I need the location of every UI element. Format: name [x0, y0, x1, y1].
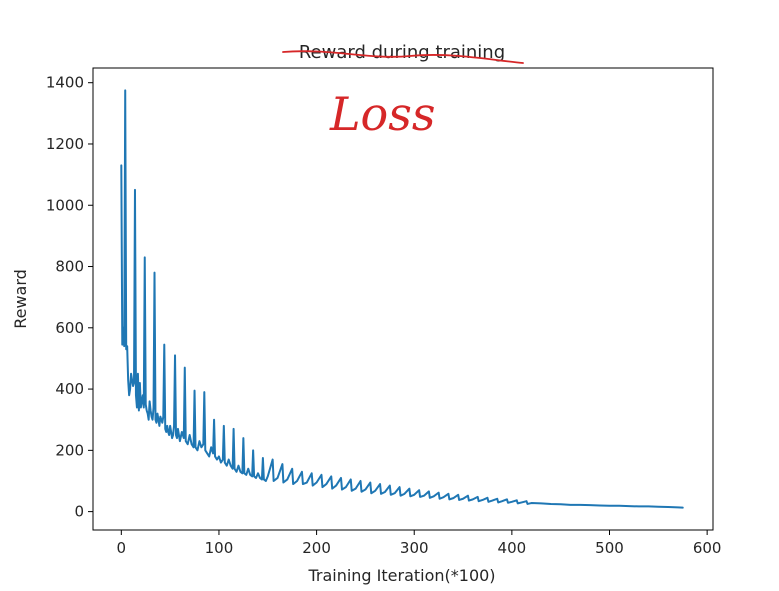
- loss-annotation: Loss: [329, 87, 435, 141]
- title-strikethrough: [282, 50, 524, 64]
- x-tick-label: 300: [400, 539, 429, 557]
- x-tick-label: 400: [498, 539, 527, 557]
- plot-area: [92, 67, 714, 531]
- y-tick-label: 800: [55, 258, 84, 276]
- x-tick-label: 100: [205, 539, 234, 557]
- x-axis-label: Training Iteration(*100): [307, 566, 495, 585]
- y-tick-label: 1200: [46, 135, 84, 153]
- y-tick-label: 0: [74, 503, 84, 521]
- x-tick-label: 500: [595, 539, 624, 557]
- title-group: Reward during training: [282, 42, 524, 64]
- x-tick-label: 0: [117, 539, 127, 557]
- x-tick-label: 200: [302, 539, 331, 557]
- chart-title: Reward during training: [299, 42, 505, 63]
- series-line-0: [120, 89, 684, 509]
- plot-frame: [92, 67, 714, 531]
- y-axis-ticks: 0 200 400 600 800 1000 1200 1400: [46, 74, 93, 521]
- series-layer: [120, 89, 684, 509]
- x-tick-label: 600: [693, 539, 722, 557]
- y-tick-label: 600: [55, 319, 84, 337]
- y-tick-label: 1000: [46, 196, 84, 214]
- y-tick-label: 400: [55, 380, 84, 398]
- x-axis-ticks: 0 100 200 300 400 500 600: [117, 530, 722, 557]
- y-tick-label: 1400: [46, 74, 84, 92]
- y-tick-label: 200: [55, 441, 84, 459]
- y-axis-label: Reward: [11, 269, 30, 329]
